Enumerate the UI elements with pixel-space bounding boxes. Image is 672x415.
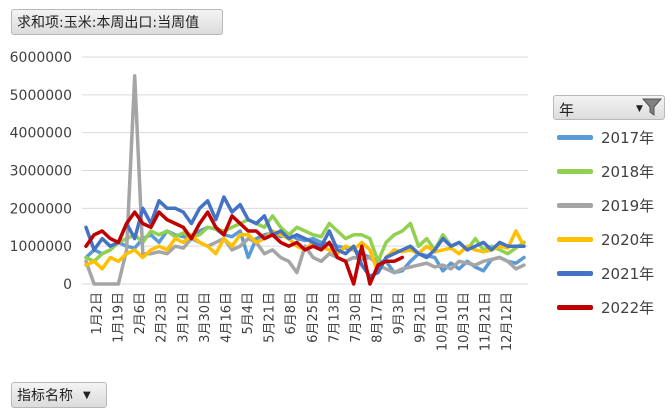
- x-tick-label: 6月8日: [284, 292, 299, 335]
- series-line-2021年: [84, 195, 526, 279]
- x-tick-label: 12月12日: [500, 292, 515, 351]
- indicator-field-label: 指标名称: [17, 388, 73, 404]
- indicator-field-button[interactable]: 指标名称 ▼: [11, 382, 107, 408]
- legend-label: 2019年: [601, 196, 655, 215]
- y-tick-label: 0: [63, 277, 72, 293]
- y-tick-label: 2000000: [10, 201, 72, 217]
- series-line-2022年: [84, 210, 405, 286]
- legend-item[interactable]: 2022年: [557, 297, 654, 317]
- legend-field-label: 年: [559, 101, 575, 119]
- y-tick-label: 6000000: [10, 50, 72, 66]
- legend-label: 2017年: [601, 128, 655, 147]
- x-tick-label: 6月25日: [306, 292, 321, 343]
- x-tick-label: 3月12日: [176, 292, 191, 343]
- x-tick-label: 8月17日: [371, 292, 386, 343]
- y-tick-label: 5000000: [10, 88, 72, 104]
- legend-swatch: [557, 168, 593, 174]
- x-tick-label: 2月23日: [155, 292, 170, 343]
- x-tick-label: 4月16日: [219, 292, 234, 343]
- legend-item[interactable]: 2020年: [557, 229, 654, 249]
- x-tick-label: 7月13日: [327, 292, 342, 343]
- x-tick-label: 1月2日: [90, 292, 105, 335]
- legend-label: 2021年: [601, 264, 655, 283]
- chevron-down-icon: ▼: [636, 104, 643, 114]
- x-tick-label: 9月21日: [414, 292, 429, 343]
- y-tick-label: 1000000: [10, 239, 72, 255]
- y-tick-label: 3000000: [10, 164, 72, 180]
- legend-field-button[interactable]: 年 ▼: [553, 95, 665, 120]
- value-field-label: 求和项:玉米:本周出口:当周值: [17, 15, 200, 31]
- y-tick-label: 4000000: [10, 126, 72, 142]
- x-tick-label: 10月10日: [435, 292, 450, 351]
- x-tick-label: 1月19日: [112, 292, 127, 343]
- legend-swatch: [557, 236, 593, 242]
- x-tick-label: 9月3日: [392, 292, 407, 335]
- legend-swatch: [557, 304, 593, 310]
- legend-label: 2020年: [601, 230, 655, 249]
- legend-swatch: [557, 202, 593, 208]
- legend-label: 2022年: [601, 298, 655, 317]
- x-tick-label: 5月21日: [263, 292, 278, 343]
- legend-label: 2018年: [601, 162, 655, 181]
- value-field-button[interactable]: 求和项:玉米:本周出口:当周值: [11, 9, 223, 35]
- filter-icon[interactable]: [641, 97, 663, 121]
- legend-item[interactable]: 2019年: [557, 195, 654, 215]
- x-tick-label: 11月21日: [478, 292, 493, 351]
- legend-item[interactable]: 2021年: [557, 263, 654, 283]
- chevron-down-icon: ▼: [83, 389, 91, 401]
- series-line-2019年: [84, 74, 526, 286]
- x-tick-label: 2月6日: [133, 292, 148, 335]
- legend-item[interactable]: 2018年: [557, 161, 654, 181]
- legend-swatch: [557, 134, 593, 140]
- x-tick-label: 7月30日: [349, 292, 364, 343]
- x-tick-label: 3月30日: [198, 292, 213, 343]
- x-tick-label: 5月4日: [241, 292, 256, 335]
- legend-item[interactable]: 2017年: [557, 127, 654, 147]
- x-tick-label: 10月31日: [457, 292, 472, 351]
- legend-swatch: [557, 270, 593, 276]
